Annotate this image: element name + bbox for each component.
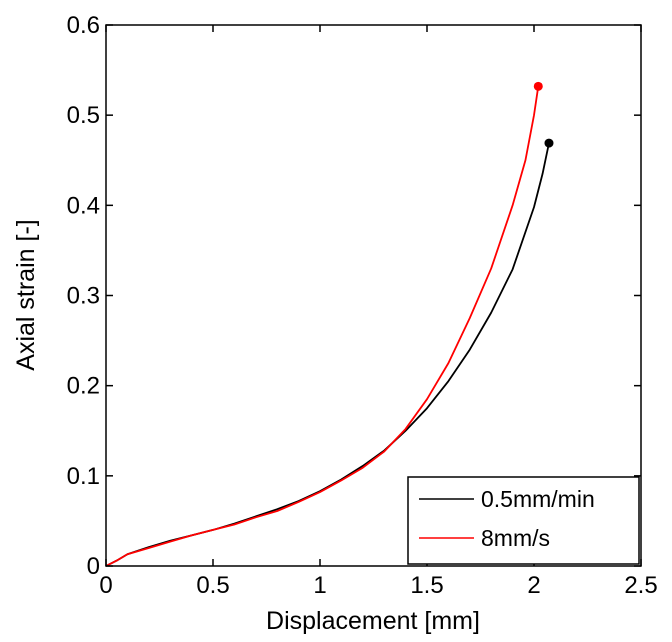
legend-label-0.5mm-min: 0.5mm/min	[481, 486, 595, 512]
y-tick-label: 0.3	[67, 283, 100, 310]
y-tick-label: 0.2	[67, 373, 100, 400]
y-tick-label: 0.1	[67, 463, 100, 490]
x-axis-label: Displacement [mm]	[266, 607, 480, 635]
x-tick-label: 0	[99, 572, 112, 599]
series-endpoint-marker-1	[534, 82, 543, 91]
y-tick-label: 0.4	[67, 192, 100, 219]
x-tick-label: 1	[313, 572, 326, 599]
x-tick-label: 2.5	[624, 572, 657, 599]
y-axis-label: Axial strain [-]	[12, 219, 40, 370]
x-tick-label: 0.5	[196, 572, 229, 599]
y-tick-label: 0	[87, 553, 100, 580]
y-tick-label: 0.5	[67, 102, 100, 129]
series-endpoint-marker-0	[544, 139, 553, 148]
x-tick-label: 1.5	[410, 572, 443, 599]
x-tick-label: 2	[527, 572, 540, 599]
legend: 0.5mm/min 8mm/s	[408, 477, 639, 564]
y-tick-label: 0.6	[67, 12, 100, 39]
legend-label-8mm-s: 8mm/s	[481, 525, 550, 551]
